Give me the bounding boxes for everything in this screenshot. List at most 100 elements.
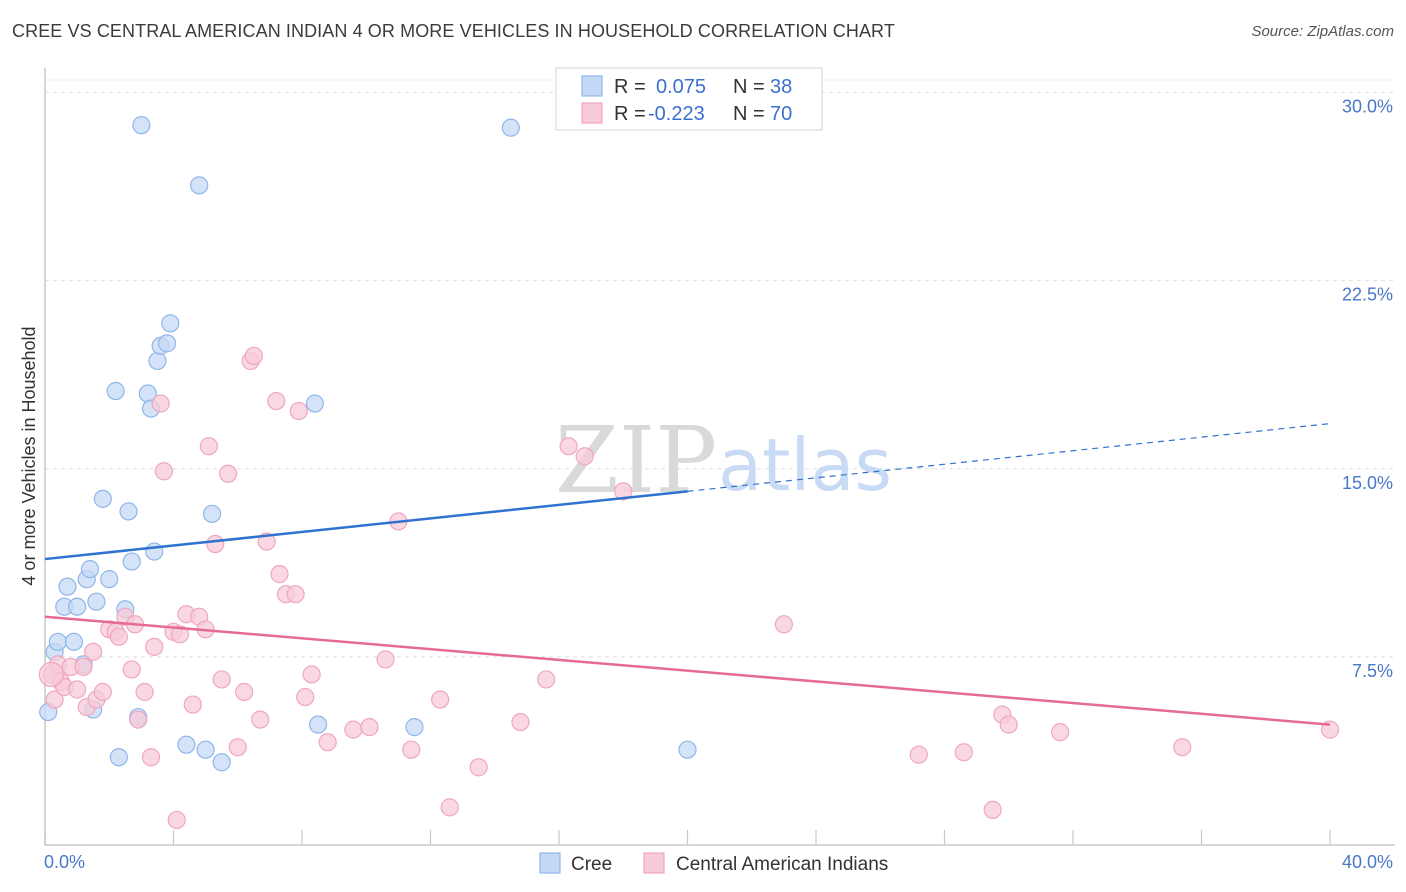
central-american-point (983, 800, 1002, 819)
central-american-point (145, 637, 164, 656)
central-american-point (774, 615, 793, 634)
central-american-point (122, 660, 141, 679)
central-american-point (440, 798, 459, 817)
cree-point (80, 559, 100, 579)
cree-point (212, 753, 231, 772)
central-american-point (614, 482, 633, 501)
cree-point (308, 715, 328, 734)
cree-point (48, 632, 67, 651)
central-american-point (129, 710, 148, 729)
central-american-point (537, 670, 556, 689)
cree-point (190, 176, 209, 195)
x-tick-label-max: 40.0% (1342, 852, 1393, 872)
cree-point (132, 116, 151, 135)
cree-point (122, 552, 141, 571)
y-tick-label: 15.0% (1342, 473, 1393, 493)
legend-n-label-cree: N = (733, 76, 765, 98)
cree-point (109, 748, 128, 767)
central-american-point (999, 715, 1018, 734)
cree-point (68, 597, 87, 616)
central-american-point (251, 710, 270, 729)
cree-point (177, 735, 196, 754)
central-american-point (511, 712, 530, 732)
cree-trend-line (44, 490, 688, 561)
central-american-point (318, 733, 337, 752)
central-american-point (45, 690, 64, 709)
cree-point (501, 118, 520, 137)
central-american-point (344, 720, 363, 739)
central-american-point (559, 437, 578, 456)
x-ticks (44, 830, 1331, 845)
central-american-point (183, 695, 202, 714)
legend-n-value-cree: 38 (770, 76, 792, 98)
central-american-point (212, 670, 231, 689)
central-american-point (575, 447, 594, 466)
central-american-point (376, 650, 395, 669)
cree-point (405, 718, 424, 737)
cree-point (58, 577, 77, 596)
bottom-legend: Cree Central American Indians (539, 852, 888, 875)
cree-trend-extension (687, 423, 1331, 492)
legend-r-label-cree: R = (614, 76, 646, 98)
cree-point (93, 489, 112, 508)
legend-r-label-central-american: R = (614, 103, 646, 125)
cree-point (148, 351, 167, 371)
cree-point (100, 570, 119, 589)
watermark: ZIP atlas (555, 407, 892, 514)
central-american-point (74, 657, 93, 677)
cree-point (678, 740, 697, 759)
cree-point (196, 740, 215, 759)
legend-r-value-cree: 0.075 (656, 76, 706, 98)
central-american-point (151, 394, 170, 413)
central-american-indian-points (38, 346, 1340, 830)
watermark-atlas: atlas (718, 423, 892, 507)
y-tick-label: 22.5% (1342, 285, 1393, 305)
central-american-point (199, 437, 218, 456)
central-american-point (954, 743, 973, 762)
central-american-point (296, 687, 315, 707)
x-tick-label-min: 0.0% (44, 852, 85, 872)
cree-point (161, 314, 180, 333)
central-american-point (167, 810, 186, 830)
central-american-point (1051, 723, 1070, 742)
legend-n-label-central-american: N = (733, 103, 765, 125)
central-american-point (154, 462, 173, 481)
cree-point (202, 504, 222, 524)
central-american-point (286, 585, 305, 604)
bottom-legend-swatch-central-american (643, 852, 665, 874)
bottom-legend-label-cree: Cree (571, 854, 612, 875)
central-american-trend-line (44, 615, 1331, 726)
central-american-point (302, 665, 321, 684)
cree-point (145, 542, 164, 561)
legend-n-value-central-american: 70 (770, 103, 792, 125)
trend-lines (44, 423, 1331, 726)
legend-swatch-central-american (581, 102, 603, 124)
central-american-point (109, 627, 128, 646)
y-tick-label: 7.5% (1352, 661, 1393, 681)
bottom-legend-swatch-cree (539, 852, 561, 874)
central-american-point (1173, 738, 1192, 757)
legend-r-value-central-american: -0.223 (648, 103, 705, 125)
central-american-point (170, 625, 190, 644)
legend-box: R = 0.075 N = 38 R = -0.223 N = 70 (555, 67, 823, 131)
central-american-point (141, 748, 161, 767)
central-american-point (219, 464, 238, 483)
central-american-point (402, 740, 421, 759)
y-tick-label: 30.0% (1342, 97, 1393, 117)
bottom-legend-label-central-american: Central American Indians (676, 854, 888, 875)
cree-point (106, 381, 125, 401)
y-tick-labels: 7.5% 15.0% 22.5% 30.0% (1342, 97, 1393, 681)
y-axis-label: 4 or more Vehicles in Household (19, 326, 39, 585)
cree-point (157, 334, 177, 353)
central-american-point (431, 690, 450, 709)
cree-point (87, 592, 106, 611)
central-american-point (469, 758, 488, 777)
central-american-point (38, 661, 65, 688)
cree-points (39, 116, 697, 772)
cree-point (119, 502, 138, 521)
central-american-point (68, 680, 87, 699)
central-american-point (909, 745, 928, 764)
central-american-point (360, 718, 379, 737)
central-american-point (135, 682, 154, 702)
